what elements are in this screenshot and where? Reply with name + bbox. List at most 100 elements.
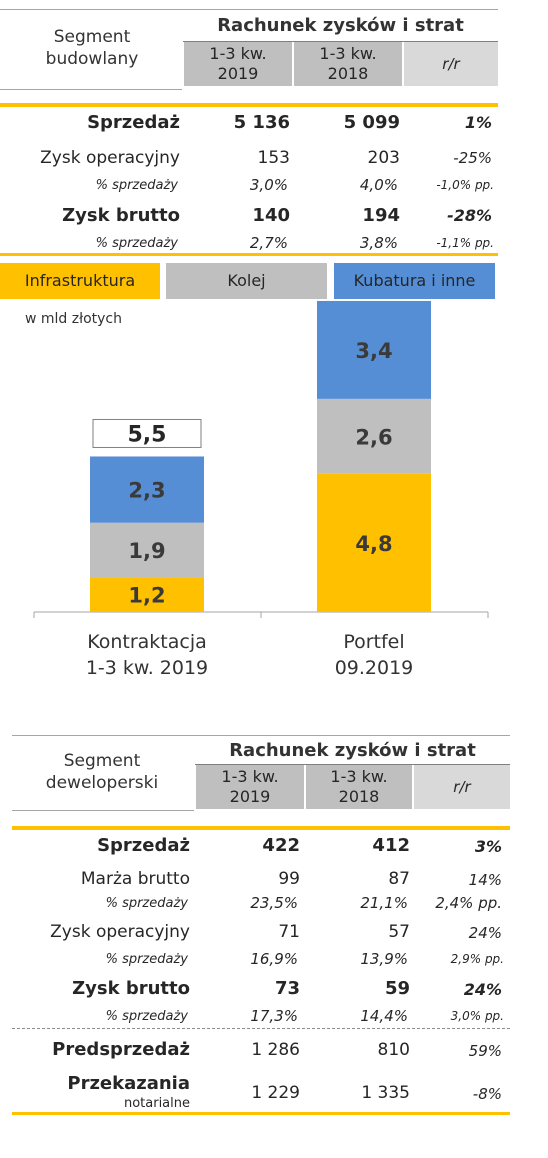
row-label-pct: % sprzedaży <box>105 896 188 911</box>
row-v2: 21,1% <box>360 894 408 912</box>
row-v1: 140 <box>252 205 290 226</box>
legend-kubatura: Kubatura i inne <box>334 263 495 299</box>
row-v2: 810 <box>377 1040 410 1060</box>
legend-kolej: Kolej <box>166 263 327 299</box>
col-header-2019-line2: 2019 <box>229 787 271 806</box>
row-v1: 16,9% <box>250 950 298 968</box>
header-title: Rachunek zysków i strat <box>229 740 476 761</box>
col-header-2019-line2: 2019 <box>217 64 259 83</box>
row-v3: 2,4% pp. <box>435 894 502 912</box>
legend-kubatura-label: Kubatura i inne <box>353 271 476 290</box>
segment-label: Segment deweloperski <box>14 750 190 794</box>
row-v3: 24% <box>468 924 502 942</box>
dashed-rule <box>12 1028 510 1029</box>
row-v2: 1 335 <box>361 1083 410 1103</box>
header-rule <box>195 764 510 765</box>
row-v3: 1% <box>464 113 492 132</box>
row-v1: 71 <box>278 922 300 942</box>
segment-label: Segment budowlany <box>4 26 180 70</box>
segment-line1: Segment <box>63 751 141 771</box>
gold-rule-bottom <box>12 1112 510 1115</box>
row-label-pct: % sprzedaży <box>105 952 188 967</box>
total-label: 5,5 <box>128 422 167 447</box>
row-v2: 194 <box>362 205 400 226</box>
row-v1: 422 <box>262 835 300 856</box>
segment-line1: Segment <box>53 27 131 47</box>
row-v1: 23,5% <box>250 894 298 912</box>
col-header-2018: 1-3 kw. 2018 <box>306 765 412 809</box>
col-header-2019-line1: 1-3 kw. <box>221 767 279 786</box>
row-label-zysk-brutto: Zysk brutto <box>72 978 190 999</box>
row-v1: 99 <box>278 869 300 889</box>
col-header-2019: 1-3 kw. 2019 <box>184 42 292 86</box>
header-title: Rachunek zysków i strat <box>217 15 464 36</box>
data-label: 3,4 <box>355 339 392 363</box>
row-label-marza: Marża brutto <box>80 869 190 889</box>
segment-line2: deweloperski <box>45 773 159 793</box>
row-v2: 5 099 <box>343 112 400 133</box>
col-header-2018: 1-3 kw. 2018 <box>294 42 402 86</box>
row-label-pct: % sprzedaży <box>105 1009 188 1024</box>
category-label: 1-3 kw. 2019 <box>86 657 208 679</box>
row-label-zysk-brutto: Zysk brutto <box>62 205 180 226</box>
row-v3: -8% <box>472 1085 502 1103</box>
row-sublabel-notarialne: notarialne <box>123 1096 190 1111</box>
row-label-pct: % sprzedaży <box>95 236 178 251</box>
col-header-rr: r/r <box>414 765 510 809</box>
col-header-2018-line2: 2018 <box>338 787 380 806</box>
data-label: 1,2 <box>128 584 165 608</box>
row-v3: 24% <box>463 980 502 999</box>
row-v2: 3,8% <box>359 234 398 252</box>
row-v2: 57 <box>388 922 410 942</box>
data-label: 2,6 <box>355 425 392 449</box>
row-v2: 14,4% <box>360 1007 408 1025</box>
row-v1: 73 <box>274 978 300 999</box>
bar-kolej <box>317 398 431 474</box>
unit-note: w mld złotych <box>25 311 123 327</box>
legend-infrastruktura-label: Infrastruktura <box>24 271 136 290</box>
stacked-bar-chart: 1,2 1,9 2,3 5,5 Kontraktacja 1-3 kw. 2019 4,8 2… <box>33 300 489 679</box>
row-v1: 153 <box>257 148 290 168</box>
segment-rule <box>0 89 182 90</box>
row-v2: 4,0% <box>359 176 398 194</box>
row-v1: 5 136 <box>233 112 290 133</box>
row-v3: 59% <box>468 1042 502 1060</box>
legend-kolej-label: Kolej <box>227 271 266 290</box>
gold-rule-bottom <box>0 253 498 256</box>
col-header-2019: 1-3 kw. 2019 <box>196 765 304 809</box>
category-label: Portfel <box>343 631 404 653</box>
col-header-2018-line1: 1-3 kw. <box>330 767 388 786</box>
data-label: 1,9 <box>128 539 165 563</box>
row-v1: 17,3% <box>250 1007 298 1025</box>
row-v3: 3% <box>474 837 502 856</box>
row-label-sprzedaz: Sprzedaż <box>97 835 190 856</box>
col-header-rr: r/r <box>404 42 498 86</box>
top-rule <box>12 735 510 736</box>
category-label: Kontraktacja <box>87 631 207 653</box>
row-v2: 412 <box>372 835 410 856</box>
row-label-przekazania: Przekazania <box>67 1073 190 1094</box>
row-v2: 59 <box>384 978 410 999</box>
category-label: 09.2019 <box>335 657 414 679</box>
total-box <box>92 418 202 448</box>
gold-rule-top <box>0 103 498 107</box>
gold-rule-top <box>12 826 510 830</box>
row-v1: 1 229 <box>251 1083 300 1103</box>
row-v3: 2,9% pp. <box>450 952 504 966</box>
bar-infrastruktura <box>317 473 431 612</box>
row-v1: 3,0% <box>249 176 288 194</box>
bar-kolej <box>90 522 204 578</box>
data-label: 2,3 <box>128 479 165 503</box>
bar-kubatura <box>317 300 431 399</box>
segment-rule <box>12 810 194 811</box>
row-v3: -28% <box>447 206 492 225</box>
row-label-zysk-op: Zysk operacyjny <box>40 148 180 168</box>
col-header-2018-line1: 1-3 kw. <box>319 44 377 63</box>
row-v1: 1 286 <box>251 1040 300 1060</box>
row-v2: 13,9% <box>360 950 408 968</box>
header-rule <box>183 41 498 42</box>
legend-infrastruktura: Infrastruktura <box>0 263 160 299</box>
row-label-pct: % sprzedaży <box>95 178 178 193</box>
row-v1: 2,7% <box>249 234 288 252</box>
bar-kubatura <box>90 456 204 523</box>
